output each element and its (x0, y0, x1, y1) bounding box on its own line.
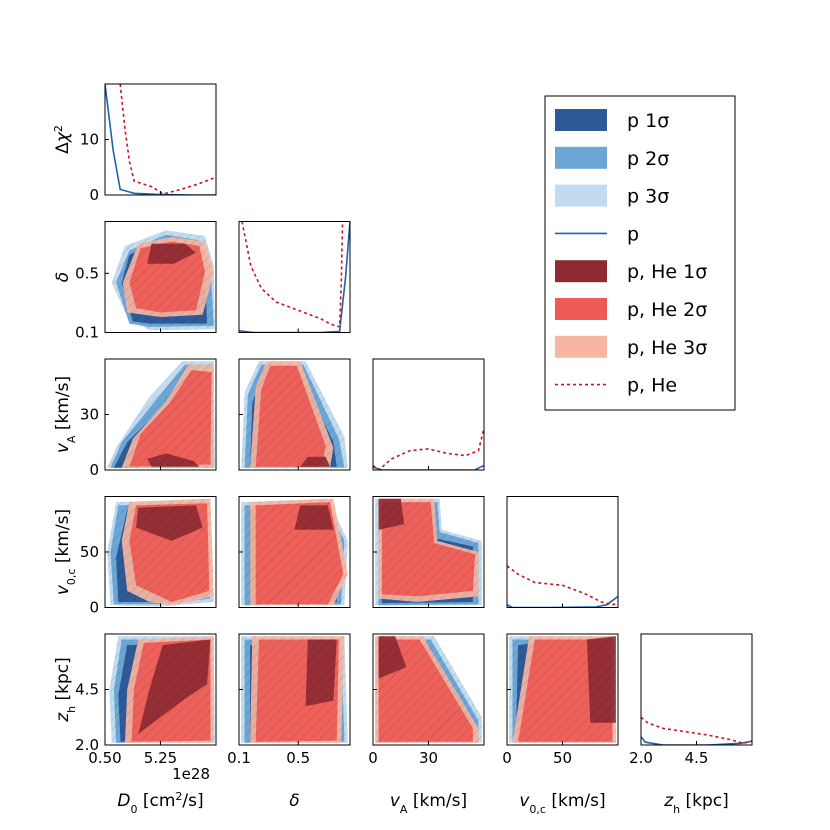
legend-label: p 2σ (627, 148, 669, 170)
profile-panel-zh (641, 716, 752, 745)
contour-panel-delta-v0c (241, 498, 348, 606)
x-label-v0c: v0,c [km/s] (519, 791, 605, 816)
legend-swatch (555, 298, 607, 320)
x-label-D0: D0 [cm2/s] (117, 790, 203, 816)
contour-panel-delta-vA (241, 361, 348, 468)
y-tick-label: 4.5 (75, 681, 99, 699)
profile-line-pHe (119, 84, 216, 195)
offset-text: 1e28 (172, 765, 210, 783)
profile-frame-vA (372, 358, 485, 471)
profile-line-pHe (241, 221, 344, 328)
y-tick-label: 50 (80, 543, 99, 561)
y-tick-label: 30 (80, 406, 99, 424)
contour-panel-v0c-zh (509, 636, 616, 743)
x-tick-label: 30 (419, 749, 438, 767)
pHe-contour-hatch (147, 453, 200, 467)
y-tick-label: 0.5 (75, 264, 99, 282)
y-tick-label: 0 (89, 461, 99, 479)
pHe-contour-hatch (255, 365, 326, 467)
pHe-contour-hatch (378, 636, 407, 679)
profile-line-p (239, 221, 350, 333)
y-label-delta: δ (53, 272, 73, 282)
legend-swatch (555, 260, 607, 283)
legend-swatch (555, 109, 607, 131)
legend-swatch (555, 335, 607, 358)
profile-frame-v0c (506, 496, 619, 608)
profile-line-pHe (641, 716, 752, 745)
contour-panel-D0-vA (107, 361, 215, 468)
profile-line-p (373, 464, 484, 470)
profile-frame-delta (238, 221, 351, 333)
y-tick-label: 0 (89, 186, 99, 204)
profile-line-pHe (507, 565, 618, 606)
profile-line-p (105, 84, 216, 195)
contour-panel-delta-zh (241, 636, 348, 743)
legend-label: p, He 3σ (627, 337, 707, 359)
profile-panel-v0c (507, 565, 618, 608)
x-tick-label: 50 (553, 749, 572, 767)
contour-panel-D0-v0c (107, 498, 214, 607)
legend-label: p (627, 223, 639, 245)
legend-label: p 3σ (627, 186, 669, 208)
pHe-contour-hatch (129, 370, 212, 467)
pHe-contour-hatch (147, 243, 196, 264)
contour-panel-D0-delta (111, 230, 215, 331)
x-tick-label: 0 (368, 749, 378, 767)
y-label-v0c: v0,c [km/s] (53, 509, 78, 595)
y-tick-label: 0 (89, 599, 99, 617)
pHe-contour-hatch (294, 505, 334, 530)
profile-frame-zh (640, 633, 753, 746)
legend-swatch (555, 146, 607, 169)
y-tick-label: 2.0 (75, 736, 99, 754)
legend-label: p, He 1σ (627, 261, 707, 283)
profile-frame-D0 (104, 83, 217, 196)
pHe-contour-hatch (381, 502, 476, 597)
pHe-contour-hatch (300, 456, 330, 467)
y-label-vA: vA [km/s] (53, 376, 78, 453)
legend: p 1σ p 2σ p 3σ p p, He 1σ p, He 2σ p, He 3σ p, … (544, 95, 736, 411)
pHe-contour-hatch (138, 639, 211, 734)
x-tick-label: 0.5 (286, 749, 310, 767)
legend-label: p, He 2σ (627, 299, 707, 321)
legend-label: p 1σ (627, 110, 669, 132)
x-tick-label: 0 (502, 749, 512, 767)
x-label-delta: δ (289, 791, 299, 811)
contour-panel-D0-zh (109, 636, 215, 743)
profile-panel-D0 (105, 84, 216, 195)
x-label-vA: vA [km/s] (390, 791, 467, 816)
x-tick-label: 0.50 (88, 749, 121, 767)
x-tick-label: 2.0 (629, 749, 653, 767)
diag-y-label: Δχ2 (52, 125, 74, 154)
x-label-zh: zh [kpc] (663, 791, 729, 816)
y-tick-label: 0.1 (75, 324, 99, 342)
legend-frame (544, 95, 736, 411)
pHe-contour-hatch (136, 505, 203, 541)
x-tick-label: 0.1 (227, 749, 251, 767)
profile-panel-delta (239, 221, 350, 333)
profile-line-p (641, 736, 752, 745)
contour-panel-vA-v0c (375, 498, 482, 606)
panel-grid (104, 83, 753, 746)
pHe-contour-hatch (378, 498, 405, 530)
y-tick-label: 10 (80, 131, 99, 149)
profile-panel-vA (373, 428, 484, 470)
pHe-contour-hatch (586, 636, 616, 723)
profile-line-pHe (373, 428, 484, 470)
legend-swatch (555, 184, 607, 207)
pHe-contour-hatch (305, 639, 337, 707)
y-label-zh: zh [kpc] (53, 657, 78, 723)
x-tick-label: 4.5 (685, 749, 709, 767)
x-tick-label: 5.25 (144, 749, 177, 767)
contour-panel-vA-zh (375, 636, 482, 743)
legend-label: p, He (627, 375, 677, 397)
